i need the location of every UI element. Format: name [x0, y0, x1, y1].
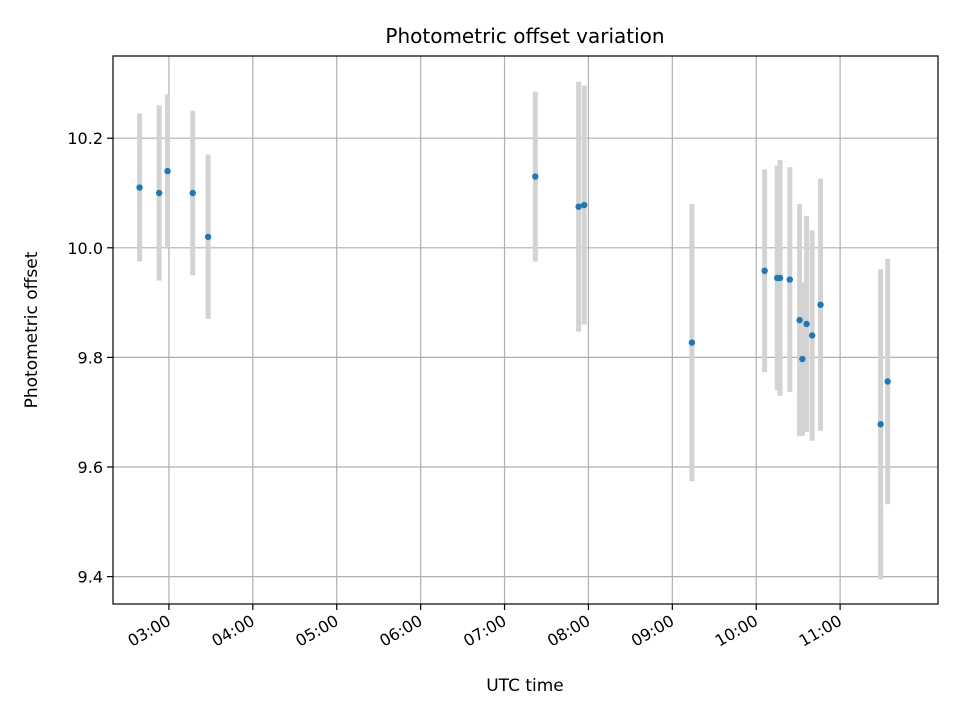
- data-point: [877, 421, 884, 428]
- y-tick-label: 10.0: [67, 239, 103, 258]
- data-point: [189, 189, 196, 197]
- data-point: [688, 339, 696, 346]
- y-axis-ticks: 9.4 9.6 9.8 10.0 10.2: [67, 129, 113, 587]
- data-point: [803, 320, 810, 328]
- data-point: [164, 167, 171, 175]
- data-point: [575, 203, 582, 210]
- data-point: [581, 201, 588, 209]
- data-point: [799, 355, 806, 363]
- data-point: [796, 316, 803, 324]
- data-point: [136, 184, 143, 191]
- x-axis-label: UTC time: [486, 676, 564, 696]
- data-point: [817, 301, 824, 308]
- y-tick-label: 9.4: [78, 568, 103, 587]
- y-tick-label: 9.8: [78, 348, 103, 367]
- chart-title: Photometric offset variation: [385, 24, 664, 48]
- y-tick-label: 9.6: [78, 458, 103, 477]
- data-point: [761, 267, 768, 275]
- data-point: [155, 189, 163, 197]
- data-point: [776, 274, 784, 282]
- data-points: [136, 167, 891, 428]
- plot-frame: [112, 55, 939, 605]
- data-point: [884, 378, 891, 385]
- data-point: [204, 233, 212, 241]
- data-point: [808, 332, 816, 339]
- y-tick-label: 10.2: [67, 129, 103, 148]
- data-point: [532, 173, 539, 180]
- y-axis-label: Photometric offset: [22, 251, 42, 408]
- data-point: [786, 276, 793, 283]
